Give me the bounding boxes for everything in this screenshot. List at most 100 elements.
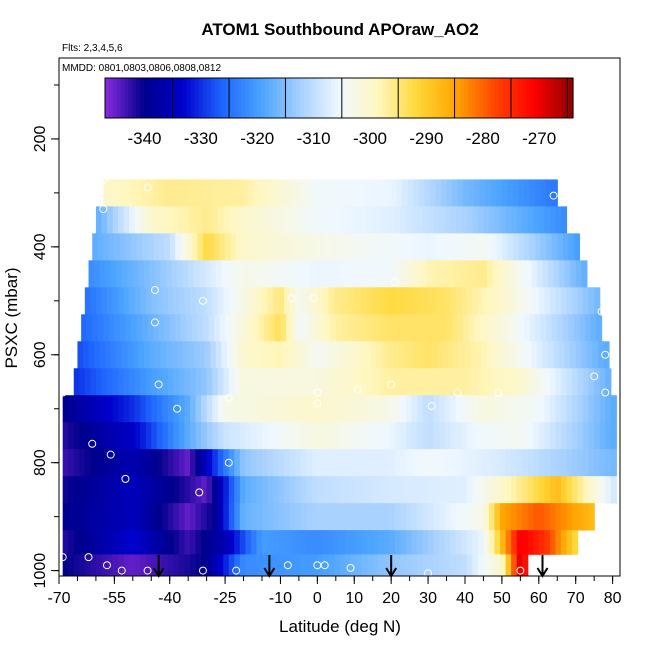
heatmap-cell (239, 368, 246, 396)
heatmap-cell (352, 233, 359, 261)
heatmap-cell (372, 530, 379, 555)
colorbar-segment (296, 78, 301, 118)
heatmap-cell (306, 530, 313, 555)
heatmap-cell (540, 179, 547, 207)
heatmap-cell (140, 554, 147, 577)
heatmap-cell (361, 206, 368, 234)
heatmap-cell (500, 368, 507, 396)
y-axis-tick-label: 800 (32, 449, 49, 476)
heatmap-cell (162, 287, 169, 315)
heatmap-cell (184, 422, 191, 450)
heatmap-cell (345, 449, 352, 477)
heatmap-cell (394, 368, 401, 396)
heatmap-cell (339, 368, 346, 396)
heatmap-cell (505, 395, 512, 423)
heatmap-cell (284, 476, 291, 504)
heatmap-cell (178, 368, 186, 396)
heatmap-cell (597, 341, 604, 369)
heatmap-cell (533, 449, 540, 477)
heatmap-cell (461, 554, 468, 577)
heatmap-cell (271, 260, 278, 288)
heatmap-cell (380, 179, 387, 207)
heatmap-cell (217, 554, 224, 577)
heatmap-cell (321, 341, 328, 369)
heatmap-cell (542, 260, 549, 288)
heatmap-cell (112, 395, 119, 423)
x-axis-tick-label: 10 (345, 590, 363, 607)
heatmap-cell (356, 530, 363, 555)
heatmap-cell (195, 476, 202, 504)
colorbar-tick-label: -330 (184, 129, 218, 148)
heatmap-cell (444, 449, 451, 477)
colorbar-segment (159, 78, 165, 118)
heatmap-cell (140, 530, 147, 555)
heatmap-cell (273, 422, 280, 450)
heatmap-cell (488, 503, 496, 531)
heatmap-cell (437, 341, 444, 369)
heatmap-cell (503, 341, 510, 369)
heatmap-cell (180, 233, 187, 261)
heatmap-cell (311, 395, 318, 423)
heatmap-cell (435, 179, 442, 207)
heatmap-cell (461, 368, 468, 396)
heatmap-cell (577, 476, 584, 504)
sample-point (99, 175, 108, 184)
heatmap-cell (306, 287, 313, 315)
y-axis-tick-label: 1000 (32, 553, 49, 589)
heatmap-cell (184, 449, 191, 477)
heatmap-cell (101, 395, 108, 423)
heatmap-cell (234, 503, 241, 531)
colorbar-segment (315, 78, 321, 118)
heatmap-cell (402, 314, 409, 342)
heatmap-cell (424, 179, 431, 207)
heatmap-cell (309, 341, 317, 369)
heatmap-cell (400, 554, 407, 577)
heatmap-cell (415, 341, 422, 369)
heatmap-cell (306, 395, 313, 423)
heatmap-cell (134, 395, 141, 423)
colorbar-segment (300, 78, 305, 118)
heatmap-cell (348, 260, 355, 288)
sample-point (549, 191, 558, 200)
heatmap-cell (350, 368, 357, 396)
heatmap-cell (130, 314, 138, 342)
heatmap-cell (311, 206, 318, 234)
heatmap-cell (206, 422, 213, 450)
heatmap-cell (560, 530, 568, 555)
colorbar-segment (261, 78, 266, 118)
heatmap-cell (110, 260, 117, 288)
heatmap-cell (483, 368, 490, 396)
heatmap-cell (84, 368, 91, 396)
heatmap-cell (520, 260, 527, 288)
heatmap-cell (496, 233, 503, 261)
heatmap-cell (350, 287, 357, 315)
heatmap-cell (346, 179, 354, 207)
heatmap-cell (361, 476, 368, 504)
heatmap-cell (300, 530, 307, 555)
heatmap-cell (210, 260, 217, 288)
heatmap-cell (228, 422, 235, 450)
heatmap-cell (500, 554, 507, 577)
heatmap-cell (112, 476, 119, 504)
heatmap-cell (529, 233, 536, 261)
heatmap-cell (516, 476, 523, 504)
heatmap-cell (190, 287, 197, 315)
heatmap-cell (256, 395, 263, 423)
heatmap-cell (302, 314, 309, 342)
heatmap-cell (230, 233, 237, 261)
heatmap-cell (62, 503, 69, 531)
heatmap-cell (439, 368, 446, 396)
heatmap-cell (505, 476, 512, 504)
heatmap-cell (444, 422, 451, 450)
heatmap-cell (188, 260, 195, 288)
colorbar-segment (417, 78, 422, 118)
heatmap-cell (572, 287, 579, 315)
heatmap-cell (190, 476, 197, 504)
colorbar-tick-label: -280 (466, 129, 500, 148)
heatmap-cell (422, 287, 429, 315)
colorbar-segment (339, 78, 344, 118)
heatmap-cell (195, 530, 202, 555)
colorbar-segment (249, 78, 254, 118)
heatmap-cell (372, 449, 379, 477)
heatmap-cell (507, 233, 514, 261)
